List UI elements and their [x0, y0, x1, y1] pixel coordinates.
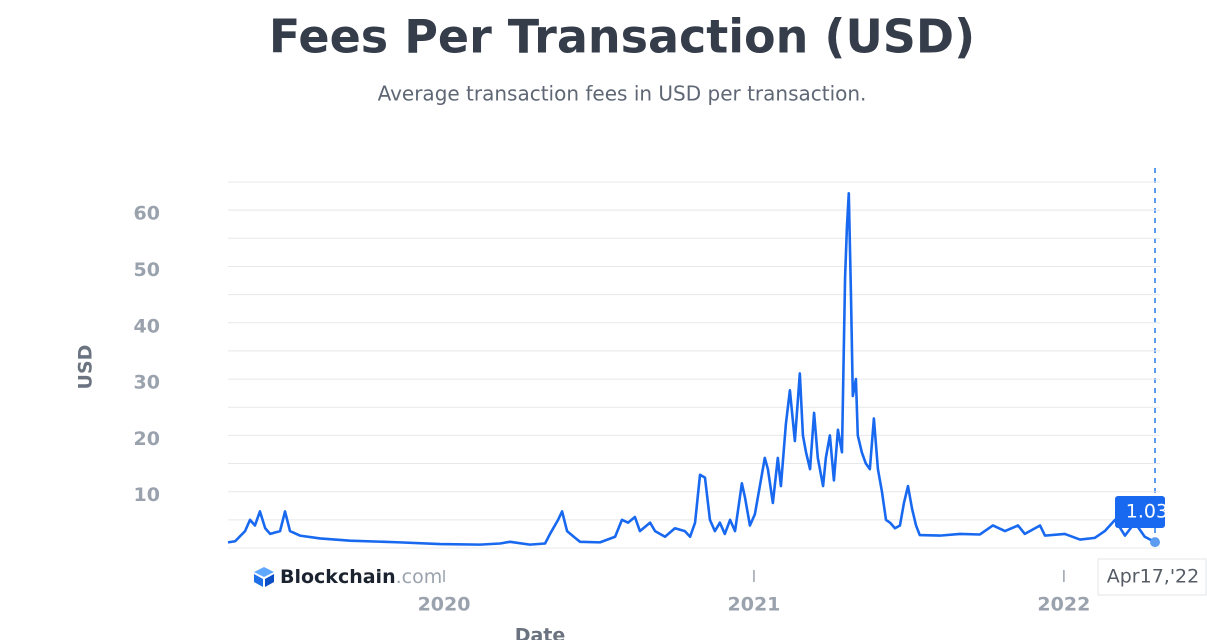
y-tick-label: 10	[134, 484, 160, 506]
tooltip-date-text: Apr17,'22	[1107, 566, 1200, 588]
chart-subtitle: Average transaction fees in USD per tran…	[378, 82, 867, 106]
tooltip-date: Apr17,'22	[1097, 558, 1207, 596]
y-tick-label: 50	[134, 259, 160, 281]
tooltip-value: 1.039	[1115, 496, 1180, 528]
plot-area: 10 20 30 40 50 60 2020 2021 2022	[134, 181, 1160, 616]
chart-title: Fees Per Transaction (USD)	[269, 10, 975, 64]
y-axis-label: USD	[75, 345, 97, 390]
tooltip-value-text: 1.039	[1126, 501, 1180, 523]
x-axis-label: Date	[515, 625, 566, 640]
tooltip-box	[1115, 496, 1165, 528]
x-tick-label: 2020	[418, 594, 471, 616]
brand-icon	[254, 567, 274, 587]
brand-name: Blockchain.com	[280, 566, 442, 588]
y-tick-label: 40	[134, 315, 160, 337]
hover-point	[1150, 537, 1160, 548]
y-tick-label: 30	[134, 372, 160, 394]
x-tick-label: 2021	[728, 594, 781, 616]
tooltip-date-box	[1097, 558, 1207, 596]
brand-text: Blockchain	[280, 566, 396, 588]
x-tick-label: 2022	[1037, 594, 1090, 616]
brand-suffix: .com	[396, 566, 443, 588]
y-tick-label: 20	[134, 428, 160, 450]
y-tick-label: 60	[134, 203, 160, 225]
data-line	[227, 191, 1156, 546]
brand-logo: Blockchain.com	[254, 566, 442, 588]
